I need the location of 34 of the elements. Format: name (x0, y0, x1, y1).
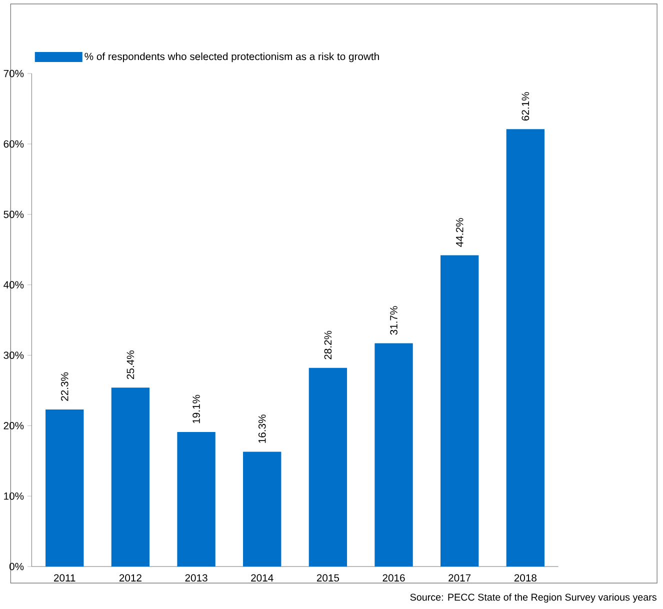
x-tick-label: 2011 (54, 574, 76, 582)
bar (46, 410, 84, 567)
text: 28.2% (324, 330, 332, 360)
text: 19.1% (192, 395, 200, 424)
y-tick-label: 30% (4, 352, 24, 360)
x-tick-label: 2013 (185, 574, 208, 582)
y-tick-label: 40% (4, 281, 24, 289)
x-tick-label: 2014 (251, 574, 274, 582)
text: 62.1% (522, 92, 530, 121)
text: 31.7% (390, 306, 398, 335)
bar (111, 388, 150, 567)
bar (308, 368, 348, 567)
x-tick-label: 2017 (448, 574, 471, 582)
text: 16.3% (258, 414, 266, 443)
bar (177, 432, 216, 567)
y-tick-label: 10% (4, 492, 24, 500)
y-tick-label: 20% (4, 422, 24, 430)
text: 44.2% (456, 218, 464, 248)
y-tick-label: 70% (4, 70, 24, 78)
y-tick-label: 50% (4, 210, 24, 218)
source-note: Source: PECC State of the Region Survey various years (410, 594, 656, 603)
x-tick-label: 2016 (382, 574, 405, 582)
y-tick-label: 60% (4, 140, 24, 148)
x-tick-label: 2012 (119, 574, 142, 582)
text: 25.4% (126, 350, 134, 380)
bar (243, 452, 282, 567)
legend-label: % of respondents who selected protectionism as a risk to growth (84, 52, 379, 62)
x-tick-label: 2015 (316, 574, 340, 582)
x-tick-label: 2018 (514, 574, 536, 582)
bar (440, 255, 479, 567)
bar (374, 343, 413, 567)
y-tick-label: 0% (9, 562, 24, 570)
bar (506, 129, 545, 567)
text: 22.3% (60, 372, 68, 401)
